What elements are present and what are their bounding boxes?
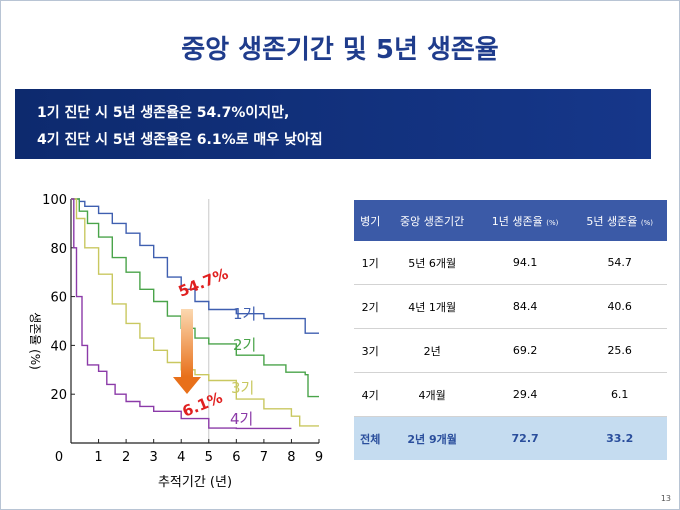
cell-1yr: 72.7 [477, 416, 573, 460]
drop-arrow-shaft [181, 309, 193, 377]
cell-5yr: 40.6 [572, 284, 667, 329]
cell-median: 4년 1개월 [386, 284, 478, 329]
series-line-stage-4 [71, 198, 292, 430]
y-tick-label: 80 [50, 242, 67, 257]
col-header-1yr-unit: (%) [546, 218, 559, 227]
series-line-stage-2 [71, 198, 319, 398]
x-tick-label: 8 [287, 450, 295, 465]
table-row: 4기 4개월 29.4 6.1 [354, 372, 667, 417]
cell-stage: 4기 [354, 372, 387, 417]
col-header-5yr: 5년 생존율 (%) [572, 200, 667, 241]
x-tick-label: 6 [232, 450, 240, 465]
cell-5yr: 25.6 [572, 328, 667, 373]
banner-line-2: 4기 진단 시 5년 생존율은 6.1%로 매우 낮아짐 [37, 132, 323, 148]
y-tick-label: 20 [50, 388, 67, 403]
x-tick-label: 9 [315, 450, 323, 465]
series-line-stage-1 [71, 198, 319, 334]
cell-1yr: 84.4 [477, 284, 573, 329]
col-header-median: 중앙 생존기간 [386, 200, 478, 241]
page-title: 중앙 생존기간 및 5년 생존율 [181, 35, 499, 65]
x-tick-label: 0 [55, 450, 63, 465]
cell-5yr: 6.1 [572, 372, 667, 417]
col-header-1yr: 1년 생존율 (%) [477, 200, 573, 241]
cell-5yr: 54.7 [572, 241, 667, 285]
col-header-5yr-label: 5년 생존율 [586, 214, 638, 228]
cell-median: 2년 9개월 [386, 416, 478, 460]
series-label-stage-1: 1기 [233, 305, 256, 323]
y-tick-label: 100 [42, 193, 67, 208]
table-row: 2기 4년 1개월 84.4 40.6 [354, 284, 667, 329]
cell-5yr: 33.2 [572, 416, 667, 460]
table-total-row: 전체 2년 9개월 72.7 33.2 [354, 416, 667, 460]
series-label-stage-4: 4기 [230, 410, 253, 428]
y-axis-label: 생존율 (%) [28, 312, 42, 370]
drop-arrow-head [173, 377, 201, 394]
cell-median: 2년 [386, 328, 478, 373]
cell-median: 5년 6개월 [386, 241, 478, 285]
survival-table: 병기 중앙 생존기간 1년 생존율 (%) 5년 생존율 (%) 1기 5년 6… [354, 200, 667, 460]
x-tick-label: 3 [150, 450, 158, 465]
cell-1yr: 94.1 [477, 241, 573, 285]
survival-chart: 0 1 2 3 4 5 6 7 8 9 20 40 60 80 100 추적기간 (년) 생존율 (%) 1기 2기… [28, 193, 323, 490]
cell-stage: 전체 [354, 416, 387, 460]
banner-line-1: 1기 진단 시 5년 생존율은 54.7%이지만, [37, 105, 290, 121]
cell-median: 4개월 [386, 372, 478, 417]
x-tick-label: 4 [177, 450, 185, 465]
table-header-row: 병기 중앙 생존기간 1년 생존율 (%) 5년 생존율 (%) [354, 200, 667, 241]
table-row: 3기 2년 69.2 25.6 [354, 328, 667, 373]
summary-banner: 1기 진단 시 5년 생존율은 54.7%이지만, 4기 진단 시 5년 생존율… [15, 89, 651, 159]
x-tick-label: 2 [122, 450, 130, 465]
cell-1yr: 29.4 [477, 372, 573, 417]
x-tick-label: 5 [205, 450, 213, 465]
x-tick-label: 7 [260, 450, 268, 465]
page-number: 13 [660, 494, 671, 503]
cell-stage: 1기 [354, 241, 387, 285]
series-line-stage-3 [71, 198, 319, 427]
cell-stage: 3기 [354, 328, 387, 373]
col-header-stage: 병기 [354, 200, 387, 241]
cell-stage: 2기 [354, 284, 387, 329]
col-header-1yr-label: 1년 생존율 [491, 214, 543, 228]
annotation-54-7: 54.7% [176, 265, 231, 301]
series-label-stage-2: 2기 [233, 336, 256, 354]
x-tick-label: 1 [94, 450, 102, 465]
col-header-5yr-unit: (%) [640, 218, 653, 227]
y-tick-label: 40 [50, 339, 67, 354]
table-row: 1기 5년 6개월 94.1 54.7 [354, 241, 667, 285]
cell-1yr: 69.2 [477, 328, 573, 373]
x-axis-label: 추적기간 (년) [158, 475, 232, 490]
series-label-stage-3: 3기 [231, 379, 254, 397]
y-tick-label: 60 [50, 291, 67, 306]
